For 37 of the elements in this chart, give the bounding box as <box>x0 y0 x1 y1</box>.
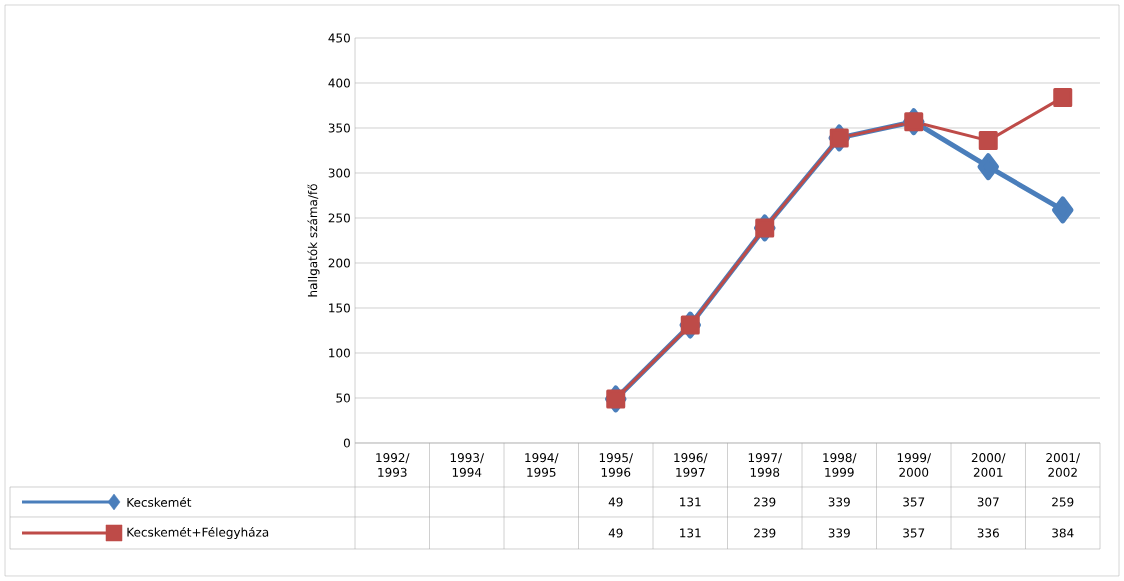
y-tick-label: 100 <box>329 348 350 358</box>
y-tick-label: 50 <box>336 393 350 403</box>
data-label: 357 <box>903 497 925 507</box>
data-label: 307 <box>977 497 999 507</box>
x-tick-label: 1992/ 1993 <box>376 453 410 477</box>
x-tick-label: 1994/ 1995 <box>525 453 559 477</box>
legend-label: Kecskemét+Félegyháza <box>127 526 269 540</box>
y-tick-label: 450 <box>328 33 350 43</box>
legend-label: Kecskemét <box>127 497 192 507</box>
y-tick-label: 200 <box>328 258 350 268</box>
data-label: 339 <box>828 497 850 507</box>
data-label: 49 <box>608 528 623 538</box>
data-label: 336 <box>977 528 999 538</box>
data-label: 339 <box>828 528 850 538</box>
data-label: 239 <box>754 497 776 507</box>
data-label: 49 <box>608 497 623 507</box>
x-tick-label: 2000/ 2001 <box>971 453 1006 477</box>
x-tick-label: 2001/ 2002 <box>1046 453 1081 477</box>
data-label: 357 <box>903 528 925 538</box>
y-tick-label: 150 <box>329 303 350 313</box>
data-label: 131 <box>680 497 701 507</box>
data-label: 131 <box>680 528 701 538</box>
x-tick-label: 1997/ 1998 <box>748 453 783 477</box>
data-label: 259 <box>1052 497 1074 507</box>
data-label: 384 <box>1052 528 1074 538</box>
y-tick-label: 250 <box>328 213 350 223</box>
y-tick-label: 350 <box>328 123 350 133</box>
x-tick-label: 1995/ 1996 <box>599 453 634 477</box>
y-tick-label: 0 <box>343 438 350 448</box>
x-tick-label: 1999/ 2000 <box>897 453 932 477</box>
y-tick-label: 300 <box>328 168 350 178</box>
data-label: 239 <box>754 528 776 538</box>
x-tick-label: 1993/ 1994 <box>450 453 485 477</box>
x-tick-label: 1996/ 1997 <box>674 453 708 477</box>
y-axis-title: hallgatók száma/fő <box>307 184 320 297</box>
x-tick-label: 1998/ 1999 <box>823 453 857 477</box>
y-tick-label: 400 <box>328 78 350 88</box>
